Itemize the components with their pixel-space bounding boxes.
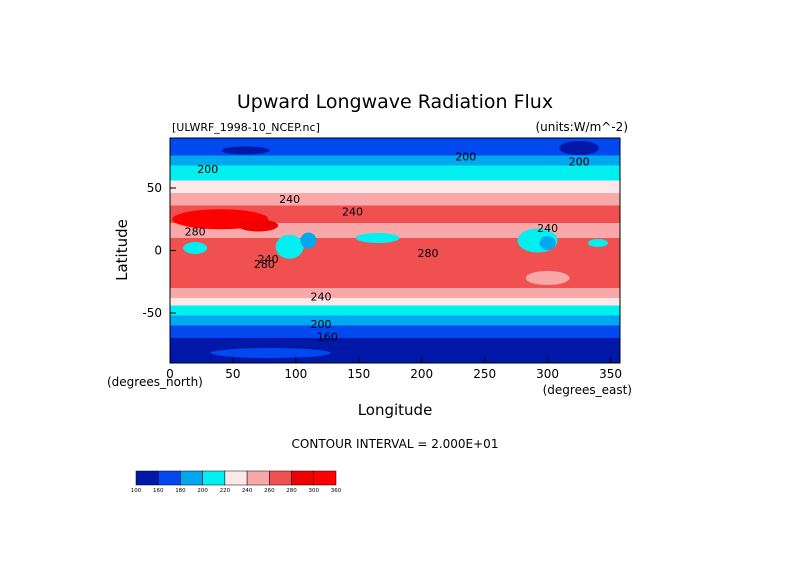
x-tick-label: 250 [473,367,496,381]
contour-label: 200 [197,163,218,176]
flux-feature [587,239,608,247]
colorbar-swatch [202,470,226,486]
contour-label: 240 [311,291,332,304]
flux-zone [170,298,620,306]
flux-zone [170,305,620,316]
colorbar-label: 100 [131,488,142,494]
colorbar: 100 160 180 200 220 240 260 280 300 360 [131,470,342,494]
colorbar-label: 360 [331,488,342,494]
colorbar-swatch [157,470,181,486]
colorbar-label: 220 [220,488,231,494]
y-tick-label: 50 [147,181,162,195]
x-tick-label: 0 [166,367,174,381]
colorbar-label: 280 [286,488,297,494]
colorbar-label: 300 [309,488,320,494]
chart-title: Upward Longwave Radiation Flux [237,91,553,113]
x-tick-label: 350 [599,367,622,381]
flux-zone [170,315,620,326]
contour-label: 280 [185,226,206,239]
colorbar-label: 180 [175,488,186,494]
contour-fill-features [172,141,608,358]
dataset-label: [ULWRF_1998-10_NCEP.nc] [172,121,320,134]
x-tick-label: 150 [347,367,370,381]
x-tick-label: 300 [536,367,559,381]
contour-label: 280 [254,258,275,271]
flux-feature [210,348,331,358]
x-unit-label: (degrees_east) [543,383,632,397]
colorbar-swatch [313,470,337,486]
colorbar-label: 200 [197,488,208,494]
flux-zone [170,138,620,156]
colorbar-swatch [180,470,203,486]
flux-zone [170,288,620,299]
contour-label: 240 [537,222,558,235]
flux-zone [170,180,620,194]
flux-feature [383,270,460,286]
flux-zone [170,165,620,181]
flux-feature [355,233,400,243]
flux-feature [559,141,600,155]
flux-feature [525,271,570,285]
contour-fill-bands [170,138,620,363]
contour-label: 240 [279,193,300,206]
x-tick-label: 200 [410,367,433,381]
colorbar-swatch [269,470,292,486]
contour-label: 200 [569,156,590,169]
colorbar-swatch [246,470,270,486]
colorbar-label: 160 [153,488,164,494]
x-tick-label: 50 [225,367,240,381]
colorbar-swatch [224,470,248,486]
colorbar-label: 260 [264,488,275,494]
y-unit-label: (degrees_north) [107,375,203,389]
y-axis-label: Latitude [113,219,131,281]
contour-label: 280 [418,247,439,260]
flux-feature [221,146,270,155]
x-axis-label: Longitude [358,401,433,419]
contour-label: 200 [311,318,332,331]
flux-feature [275,234,304,259]
flux-zone [170,155,620,166]
colorbar-label: 240 [242,488,253,494]
colorbar-swatch [291,470,315,486]
flux-zone [170,223,620,239]
flux-feature [238,219,279,232]
contour-label: 200 [455,151,476,164]
contour-label: 240 [258,253,279,266]
contour-label: 160 [317,331,338,344]
y-tick-label: 0 [154,244,162,258]
colorbar-swatch [135,470,159,486]
contour-interval-label: CONTOUR INTERVAL = 2.000E+01 [292,437,499,451]
flux-feature [539,236,556,250]
x-tick-label: 100 [284,367,307,381]
flux-feature [183,242,208,254]
flux-feature [300,232,317,249]
axis-ticks: 0 50 100 150 200 250 300 350 50 0 -50 [142,181,622,381]
flux-zone [170,325,620,339]
units-label: (units:W/m^-2) [535,120,628,134]
flux-zone [170,205,620,224]
flux-zone [170,193,620,206]
y-tick-label: -50 [142,306,162,320]
contour-label: 240 [342,206,363,219]
